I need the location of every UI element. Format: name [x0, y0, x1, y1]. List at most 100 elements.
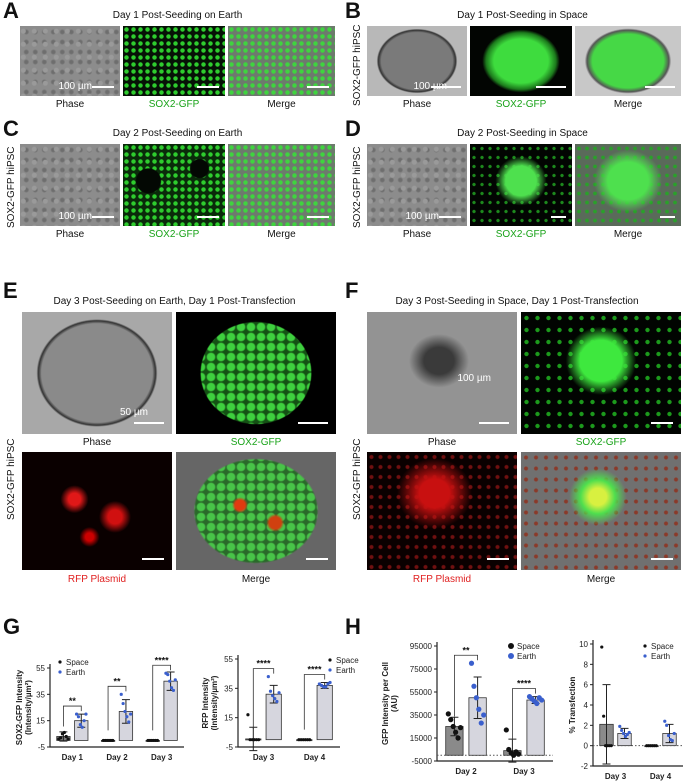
significance-bracket [252, 668, 275, 729]
y-tick-label: 95000 [410, 642, 433, 651]
data-point [246, 713, 250, 717]
data-point [76, 715, 81, 719]
x-tick-label: Day 4 [304, 753, 326, 762]
x-tick-label: Day 3 [151, 753, 173, 762]
data-point [473, 695, 479, 701]
data-point [123, 709, 127, 714]
data-point [609, 744, 613, 748]
data-point [277, 691, 281, 695]
data-point [445, 711, 451, 717]
data-point [665, 723, 669, 727]
panel-f-phase-image: 100 µm [367, 312, 517, 434]
data-point [481, 712, 487, 718]
caption-gfp: SOX2-GFP [495, 99, 547, 110]
x-tick-label: Day 3 [253, 753, 275, 762]
legend-label: Earth [517, 652, 536, 661]
data-point [80, 725, 84, 729]
significance-label: ** [69, 696, 77, 706]
panel-d-title: Day 2 Post-Seeding in Space [457, 128, 588, 139]
data-point [127, 720, 131, 724]
legend-marker [58, 660, 62, 664]
significance-bracket [512, 688, 536, 741]
panel-label-b: B [345, 0, 361, 23]
data-point [268, 689, 273, 693]
data-point [125, 715, 129, 719]
caption-rfp: RFP Plasmid [67, 574, 127, 585]
data-point [266, 675, 270, 679]
y-tick-label: 6 [584, 681, 589, 690]
legend-marker [643, 654, 647, 658]
panel-d-phase-image: 100 µm [367, 144, 467, 226]
data-point [169, 686, 174, 690]
data-point [455, 735, 461, 741]
scale-bar-label: 50 µm [120, 407, 148, 418]
data-point [623, 734, 628, 739]
panel-c-title: Day 2 Post-Seeding on Earth [112, 128, 243, 139]
legend-label: Earth [651, 652, 670, 661]
data-point [670, 738, 674, 743]
scale-bar-label: 100 µm [457, 373, 491, 384]
bar-earth [526, 699, 545, 756]
data-point [618, 724, 622, 728]
panel-e-gfp-image [176, 312, 336, 434]
y-axis-label: % Transfection [568, 676, 577, 733]
panel-f-gfp-image [521, 312, 681, 434]
panel-e-merge-image [176, 452, 336, 570]
data-point [166, 672, 170, 677]
legend-label: Space [66, 658, 89, 667]
chart-4: -2 0 2 4 6 8 10 % Transfection Day 3 Day 4 SpaceEa… [568, 640, 683, 781]
y-tick-label: 0 [584, 742, 589, 751]
caption-rfp: RFP Plasmid [412, 574, 472, 585]
chart-2: -5 15 35 55 RFP Intensity(Intensity/µm²) Day … [201, 655, 359, 762]
legend-marker [508, 643, 514, 649]
data-point [173, 678, 177, 682]
error-bar [602, 684, 611, 765]
y-axis-label: SOX2-GFP Intensity(Intensity/µm²) [15, 669, 33, 745]
panel-d-gfp-image [470, 144, 572, 226]
legend-label: Earth [336, 666, 355, 675]
data-point [602, 714, 606, 718]
y-tick-label: 15 [36, 717, 45, 726]
significance-bracket [107, 685, 127, 731]
x-tick-label: Day 4 [650, 772, 672, 781]
panel-f-title: Day 3 Post-Seeding in Space, Day 1 Post-… [395, 296, 639, 307]
data-point [324, 685, 328, 689]
data-point [620, 728, 624, 733]
legend-label: Space [651, 642, 674, 651]
x-tick-label: Day 3 [513, 767, 535, 776]
significance-label: ** [462, 645, 470, 655]
caption-phase: Phase [427, 437, 457, 448]
panel-d-merge-image [575, 144, 681, 226]
data-point [539, 697, 545, 703]
caption-merge: Merge [613, 99, 643, 110]
data-point [621, 731, 626, 736]
y-tick-label: 15000 [410, 734, 433, 743]
caption-gfp: SOX2-GFP [230, 437, 282, 448]
panel-f-rfp-image [367, 452, 517, 570]
data-point [672, 731, 676, 736]
panel-b-title: Day 1 Post-Seeding in Space [457, 10, 588, 21]
panel-b-phase-image: 100 µm [367, 26, 467, 96]
data-point [84, 712, 88, 716]
scale-bar-label: 100 µm [405, 211, 439, 222]
significance-label: **** [517, 679, 532, 689]
y-tick-label: 35 [224, 684, 233, 693]
y-tick-label: 35000 [410, 711, 433, 720]
legend-label: Earth [66, 668, 85, 677]
data-point [78, 723, 82, 727]
panel-label-f: F [345, 278, 359, 303]
data-point [58, 736, 63, 740]
y-tick-label: 75000 [410, 665, 433, 674]
caption-gfp: SOX2-GFP [495, 229, 547, 240]
data-point [450, 723, 456, 730]
data-point [66, 737, 70, 741]
panel-a-merge-image [228, 26, 335, 96]
panel-b-gfp-image [470, 26, 572, 96]
bar-earth [316, 685, 333, 741]
legend-marker [508, 653, 514, 659]
caption-phase: Phase [402, 229, 432, 240]
y-axis-label: RFP Intensity(Intensity/µm²) [201, 675, 219, 730]
caption-gfp: SOX2-GFP [148, 99, 200, 110]
y-tick-label: 55 [224, 655, 233, 664]
